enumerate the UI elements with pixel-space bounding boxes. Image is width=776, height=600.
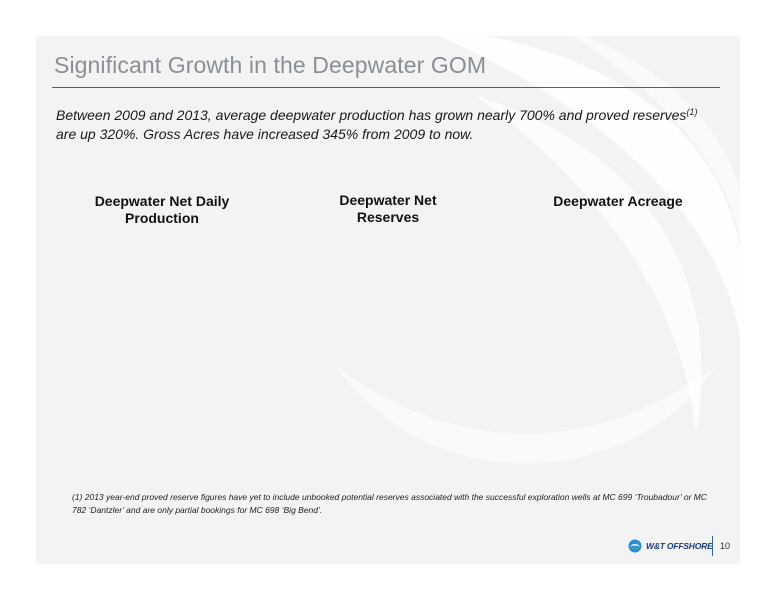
footnote-reference: (1) bbox=[686, 107, 698, 117]
slide-title: Significant Growth in the Deepwater GOM bbox=[54, 52, 487, 78]
intro-text-main: Between 2009 and 2013, average deepwater… bbox=[56, 107, 687, 123]
company-logo: W&T OFFSHORE bbox=[628, 539, 713, 553]
production-heading: Deepwater Net Daily Production bbox=[94, 193, 230, 226]
page-number: 10 bbox=[720, 541, 731, 551]
acreage-heading: Deepwater Acreage bbox=[553, 193, 683, 209]
title-divider bbox=[52, 87, 720, 88]
intro-text-continued: are up 320%. Gross Acres have increased … bbox=[56, 126, 474, 142]
background-swoosh bbox=[336, 36, 740, 464]
page-number-divider bbox=[712, 536, 713, 556]
wt-offshore-logo-icon bbox=[628, 539, 642, 553]
slide: Significant Growth in the Deepwater GOM … bbox=[36, 36, 740, 564]
footnote: (1) 2013 year-end proved reserve figures… bbox=[72, 492, 708, 515]
reserves-heading: Deepwater Net Reserves bbox=[339, 192, 437, 225]
intro-text: Between 2009 and 2013, average deepwater… bbox=[56, 106, 706, 144]
logo-text: W&T OFFSHORE bbox=[646, 541, 713, 551]
